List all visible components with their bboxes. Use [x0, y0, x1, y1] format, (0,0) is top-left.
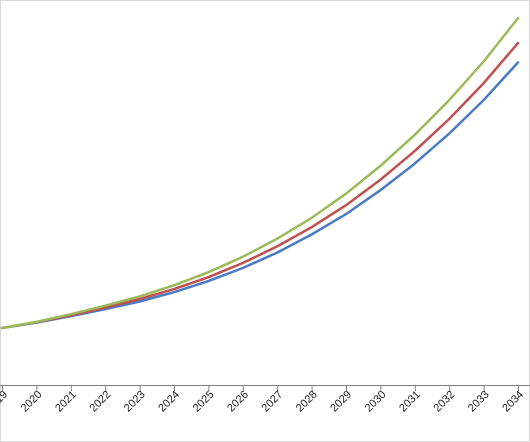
x-tick-label: 2025 — [191, 389, 217, 415]
series-layer — [0, 16, 520, 330]
x-tick-label: 2034 — [500, 389, 526, 415]
x-axis-ticks — [2, 385, 519, 391]
x-tick-label: 2028 — [294, 389, 320, 415]
x-tick-label: 2032 — [432, 389, 458, 415]
x-tick-label: 2030 — [363, 389, 389, 415]
x-tick-label: 2033 — [466, 389, 492, 415]
series-line-3 — [0, 16, 520, 330]
x-tick-label: 2019 — [0, 389, 10, 415]
x-tick-label: 2024 — [156, 389, 182, 415]
x-tick-label: 2023 — [122, 389, 148, 415]
x-axis-labels: 2019 2020 2021 2022 2023 2024 2025 2026 2027 2028… — [0, 389, 526, 415]
x-tick-label: 2031 — [397, 389, 423, 415]
x-tick-label: 2021 — [53, 389, 79, 415]
x-tick-label: 2020 — [19, 389, 45, 415]
x-tick-label: 2027 — [260, 389, 286, 415]
x-tick-label: 2029 — [328, 389, 354, 415]
x-tick-label: 2022 — [88, 389, 114, 415]
x-tick-label: 2026 — [225, 389, 251, 415]
series-line-2 — [0, 41, 520, 330]
series-line-1 — [0, 61, 520, 330]
